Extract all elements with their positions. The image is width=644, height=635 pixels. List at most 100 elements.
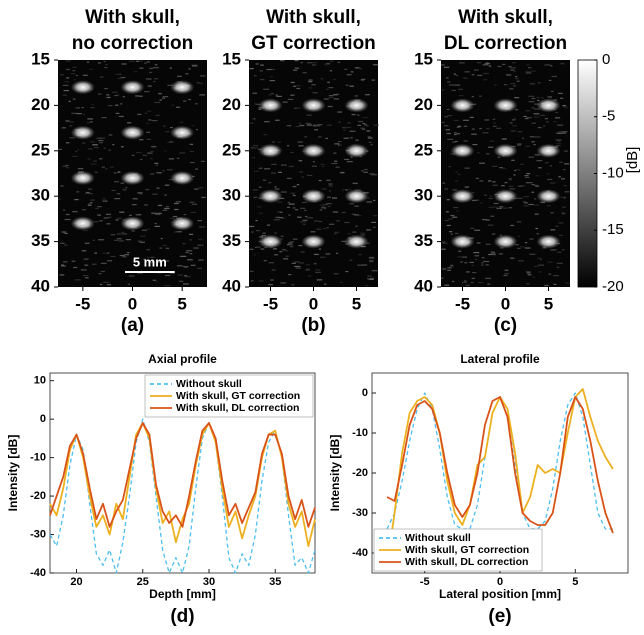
speckle-dot <box>302 72 307 74</box>
speckle-dot <box>504 269 509 271</box>
speckle-dot <box>135 151 142 154</box>
bright-target <box>301 143 326 158</box>
speckle-dot <box>332 197 338 199</box>
speckle-dot <box>442 242 448 244</box>
speckle-dot <box>97 214 101 216</box>
colorbar-label: [dB] <box>624 147 641 174</box>
speckle-dot <box>66 77 70 79</box>
speckle-dot <box>198 259 204 261</box>
speckle-dot <box>456 126 461 128</box>
speckle-dot <box>366 229 372 231</box>
speckle-dot <box>189 161 195 164</box>
speckle-dot <box>474 229 481 231</box>
speckle-dot <box>452 216 458 218</box>
speckle-dot <box>466 271 470 273</box>
speckle-dot <box>479 202 483 204</box>
speckle-dot <box>313 253 319 256</box>
bright-target <box>70 216 95 231</box>
speckle-dot <box>525 72 532 74</box>
speckle-dot <box>563 185 567 187</box>
x-tick-label: 30 <box>203 576 215 588</box>
speckle-dot <box>269 75 274 78</box>
speckle-dot <box>333 94 338 96</box>
speckle-dot <box>295 125 300 128</box>
speckle-dot <box>75 107 81 109</box>
speckle-dot <box>69 125 73 127</box>
speckle-dot <box>340 281 343 284</box>
speckle-dot <box>488 65 492 67</box>
speckle-dot <box>69 121 74 123</box>
speckle-dot <box>321 188 327 190</box>
bright-target <box>120 216 145 231</box>
speckle-dot <box>522 137 525 139</box>
speckle-dot <box>527 274 532 276</box>
speckle-dot <box>487 146 494 148</box>
speckle-dot <box>492 118 496 120</box>
speckle-dot <box>254 103 258 105</box>
speckle-dot <box>198 187 204 189</box>
speckle-dot <box>146 249 151 251</box>
speckle-dot <box>473 199 479 201</box>
speckle-dot <box>546 205 551 207</box>
speckle-dot <box>87 204 92 206</box>
speckle-dot <box>534 213 539 215</box>
speckle-dot <box>513 85 516 87</box>
image-background <box>441 60 570 287</box>
legend-label: With skull, GT correction <box>176 390 300 402</box>
speckle-dot <box>306 124 313 126</box>
x-axis-label: Lateral position [mm] <box>439 587 561 601</box>
speckle-dot <box>562 206 566 208</box>
speckle-dot <box>279 251 283 253</box>
speckle-dot <box>322 228 327 230</box>
speckle-dot <box>187 259 193 261</box>
speckle-dot <box>329 223 335 225</box>
speckle-dot <box>338 121 341 123</box>
colorbar-tick-label: -5 <box>602 108 615 125</box>
speckle-dot <box>169 126 173 129</box>
bright-target <box>536 143 561 158</box>
bright-target <box>344 143 369 158</box>
speckle-dot <box>62 94 67 96</box>
speckle-dot <box>324 283 327 285</box>
speckle-dot <box>162 170 165 172</box>
speckle-dot <box>557 124 564 126</box>
speckle-dot <box>141 229 147 231</box>
x-tick-label: -5 <box>420 576 430 588</box>
bright-target <box>170 216 195 231</box>
speckle-dot <box>441 277 444 279</box>
speckle-dot <box>313 124 316 126</box>
speckle-dot <box>81 250 87 252</box>
speckle-dot <box>328 190 332 192</box>
speckle-dot <box>333 98 340 100</box>
speckle-dot <box>143 91 150 93</box>
speckle-dot <box>531 184 535 186</box>
speckle-dot <box>191 211 196 214</box>
speckle-dot <box>484 194 487 196</box>
speckle-dot <box>540 114 545 116</box>
speckle-dot <box>547 96 553 98</box>
speckle-dot <box>298 245 303 247</box>
speckle-dot <box>159 99 162 101</box>
speckle-dot <box>354 205 359 207</box>
speckle-dot <box>131 230 135 232</box>
x-tick-label: 5 <box>352 294 361 313</box>
speckle-dot <box>362 122 366 125</box>
speckle-dot <box>169 272 176 274</box>
speckle-dot <box>275 216 280 218</box>
speckle-dot <box>485 243 491 245</box>
speckle-dot <box>341 211 346 214</box>
speckle-dot <box>508 178 512 180</box>
speckle-dot <box>108 134 113 136</box>
speckle-dot <box>447 267 452 269</box>
speckle-dot <box>128 60 135 62</box>
speckle-dot <box>529 238 534 240</box>
speckle-dot <box>306 62 313 64</box>
speckle-dot <box>486 219 490 221</box>
y-axis-label: Intensity [dB] <box>328 435 342 512</box>
speckle-dot <box>292 238 298 240</box>
x-axis-label: Depth [mm] <box>149 587 216 601</box>
speckle-dot <box>318 220 323 223</box>
speckle-dot <box>347 233 351 235</box>
speckle-dot <box>298 160 303 162</box>
speckle-dot <box>515 109 519 111</box>
